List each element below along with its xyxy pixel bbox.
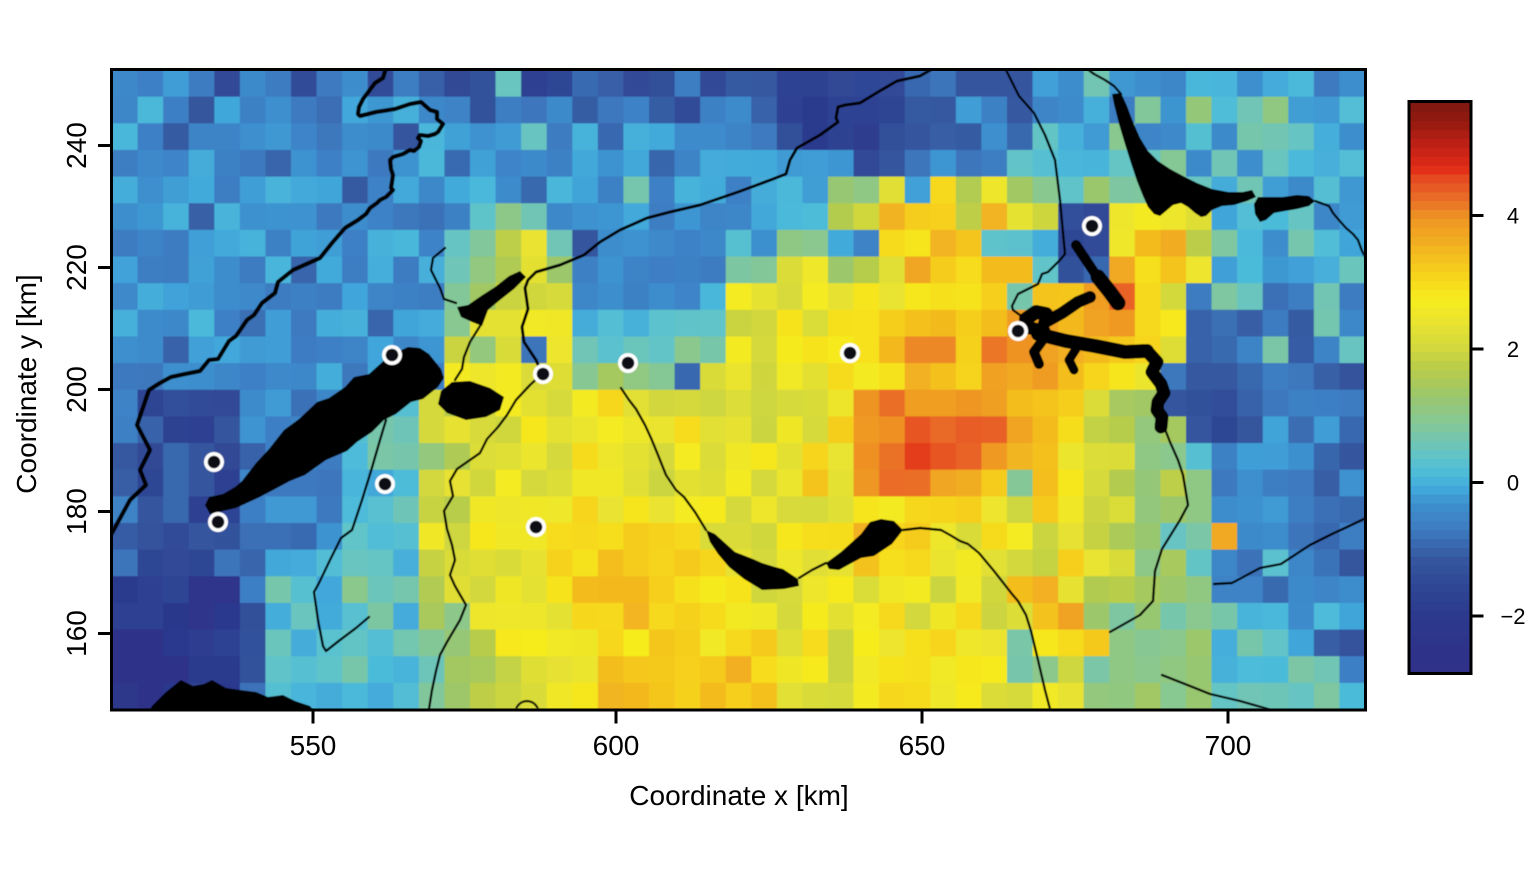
svg-text:700: 700 <box>1205 730 1252 761</box>
svg-text:160: 160 <box>61 610 92 657</box>
svg-text:2: 2 <box>1507 337 1519 362</box>
svg-text:180: 180 <box>61 488 92 535</box>
svg-text:4: 4 <box>1507 203 1519 228</box>
svg-text:600: 600 <box>593 730 640 761</box>
svg-text:0: 0 <box>1507 470 1519 495</box>
svg-text:240: 240 <box>61 122 92 169</box>
svg-text:Coordinate x [km]: Coordinate x [km] <box>629 780 848 811</box>
svg-text:650: 650 <box>899 730 946 761</box>
svg-text:200: 200 <box>61 366 92 413</box>
svg-text:220: 220 <box>61 244 92 291</box>
svg-text:550: 550 <box>290 730 337 761</box>
svg-text:Coordinate y [km]: Coordinate y [km] <box>11 274 42 493</box>
svg-text:−2: −2 <box>1500 604 1525 629</box>
